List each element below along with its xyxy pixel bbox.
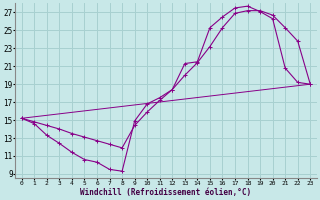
X-axis label: Windchill (Refroidissement éolien,°C): Windchill (Refroidissement éolien,°C): [80, 188, 252, 197]
